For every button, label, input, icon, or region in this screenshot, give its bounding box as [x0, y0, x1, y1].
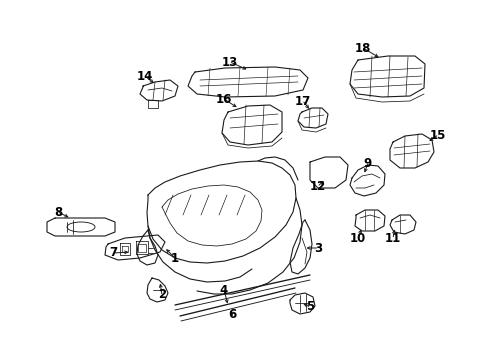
Polygon shape	[222, 105, 282, 145]
Polygon shape	[349, 165, 384, 196]
Text: 8: 8	[54, 206, 62, 219]
Polygon shape	[140, 80, 178, 101]
Text: 1: 1	[171, 252, 179, 265]
Text: 4: 4	[220, 284, 228, 297]
Polygon shape	[105, 235, 164, 260]
Polygon shape	[289, 293, 314, 314]
Text: 17: 17	[294, 95, 310, 108]
Text: 14: 14	[137, 69, 153, 82]
Text: 3: 3	[313, 242, 322, 255]
Polygon shape	[349, 56, 424, 97]
Text: 12: 12	[309, 180, 325, 193]
Text: 13: 13	[222, 55, 238, 68]
Polygon shape	[147, 161, 295, 263]
Polygon shape	[354, 210, 384, 231]
Text: 5: 5	[305, 301, 313, 314]
Polygon shape	[187, 67, 307, 97]
Text: 11: 11	[384, 231, 400, 244]
Text: 15: 15	[429, 129, 445, 141]
Polygon shape	[47, 218, 115, 236]
Polygon shape	[297, 108, 327, 128]
Polygon shape	[309, 157, 347, 188]
Text: 6: 6	[227, 309, 236, 321]
Text: 10: 10	[349, 231, 366, 244]
Text: 2: 2	[158, 288, 166, 302]
Text: 9: 9	[363, 157, 371, 170]
Text: 16: 16	[215, 93, 232, 105]
Text: 7: 7	[109, 247, 117, 260]
Polygon shape	[389, 215, 415, 234]
Polygon shape	[389, 134, 433, 168]
Text: 18: 18	[354, 41, 370, 54]
